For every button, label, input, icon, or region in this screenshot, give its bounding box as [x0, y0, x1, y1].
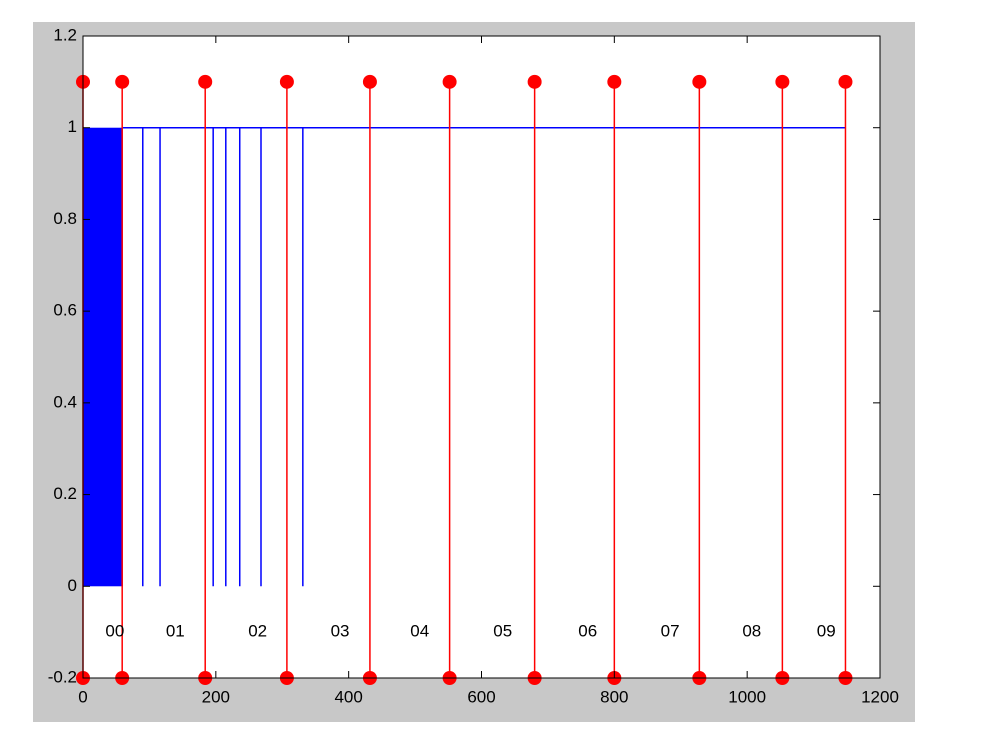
segment-label: 07 — [661, 622, 680, 641]
pulse-block — [83, 127, 123, 587]
stem-top-marker — [527, 74, 542, 89]
x-tick-label: 600 — [467, 687, 495, 706]
x-tick-label: 1000 — [728, 687, 766, 706]
y-tick-label: 1.2 — [53, 25, 77, 44]
y-tick-label: 0.2 — [53, 484, 77, 503]
stem-top-marker — [198, 74, 213, 89]
stem-top-marker — [442, 74, 457, 89]
segment-label: 02 — [248, 622, 267, 641]
x-tick-label: 200 — [202, 687, 230, 706]
y-tick-label: 0.4 — [53, 392, 77, 411]
segment-label: 06 — [578, 622, 597, 641]
x-tick-label: 800 — [600, 687, 628, 706]
y-tick-label: 1 — [68, 117, 77, 136]
segment-label: 03 — [331, 622, 350, 641]
segment-label: 04 — [410, 622, 429, 641]
stem-top-marker — [362, 74, 377, 89]
stem-top-marker — [607, 74, 622, 89]
x-tick-label: 400 — [334, 687, 362, 706]
stem-top-marker — [115, 74, 130, 89]
stem-top-marker — [692, 74, 707, 89]
segment-label: 09 — [817, 622, 836, 641]
segment-label: 00 — [105, 622, 124, 641]
segment-label: 08 — [742, 622, 761, 641]
stem-top-marker — [838, 74, 853, 89]
x-tick-label: 1200 — [861, 687, 899, 706]
stem-top-marker — [775, 74, 790, 89]
y-tick-label: 0 — [68, 576, 77, 595]
y-tick-label: -0.2 — [48, 667, 77, 686]
axes-background — [83, 36, 880, 678]
segment-label: 01 — [166, 622, 185, 641]
y-tick-label: 0.6 — [53, 301, 77, 320]
y-tick-label: 0.8 — [53, 209, 77, 228]
stem-top-marker — [279, 74, 294, 89]
x-tick-label: 0 — [78, 687, 87, 706]
segment-label: 05 — [493, 622, 512, 641]
